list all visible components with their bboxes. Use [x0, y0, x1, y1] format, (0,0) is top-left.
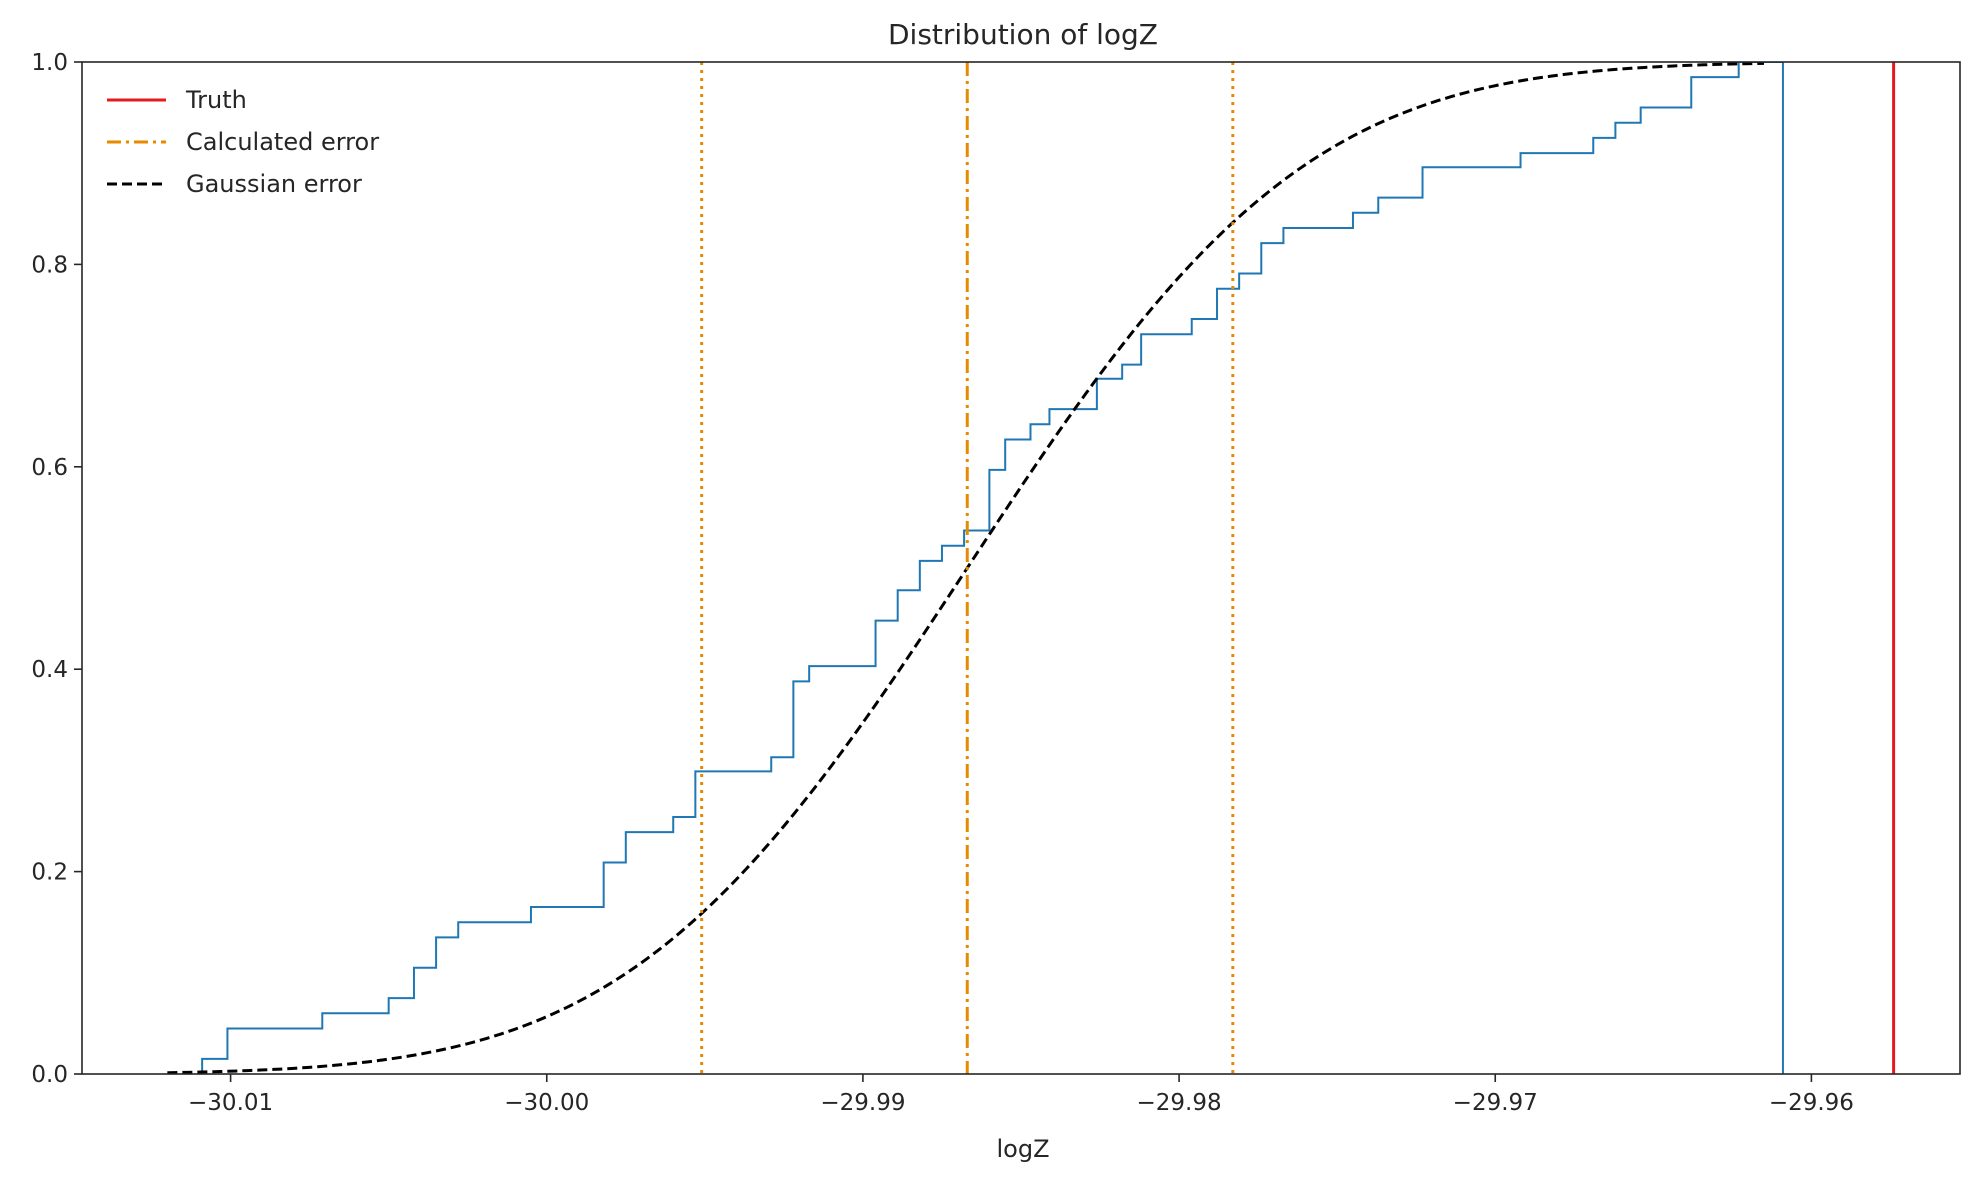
x-tick-label: −29.98 [1137, 1090, 1222, 1116]
legend-label: Gaussian error [186, 170, 362, 198]
chart-title: Distribution of logZ [888, 18, 1158, 51]
x-tick-label: −30.00 [504, 1090, 589, 1116]
plot-content [167, 62, 1896, 1074]
x-tick-label: −29.97 [1453, 1090, 1538, 1116]
empirical-cdf-step-line [201, 62, 1783, 1074]
x-tick-label: −29.99 [820, 1090, 905, 1116]
y-tick-label: 0.4 [31, 657, 68, 683]
x-tick-label: −29.96 [1769, 1090, 1854, 1116]
legend: Truth Calculated error Gaussian error [107, 86, 379, 198]
y-tick-label: 0.8 [31, 252, 68, 278]
x-tick-label: −30.01 [188, 1090, 273, 1116]
y-tick-label: 0.2 [31, 860, 68, 886]
plot-area [167, 62, 1896, 1074]
gaussian-error-curve [167, 62, 1765, 1074]
legend-label: Truth [185, 86, 247, 114]
ticks: −30.01 −30.00 −29.99 −29.98 −29.97 −29.96 0.0 0… [31, 50, 1854, 1116]
y-tick-label: 0.6 [31, 455, 68, 481]
x-axis-label: logZ [996, 1135, 1049, 1163]
y-tick-label: 0.0 [31, 1062, 68, 1088]
y-tick-label: 1.0 [31, 50, 68, 76]
axes-frame [81, 61, 1961, 1075]
legend-label: Calculated error [186, 128, 379, 156]
